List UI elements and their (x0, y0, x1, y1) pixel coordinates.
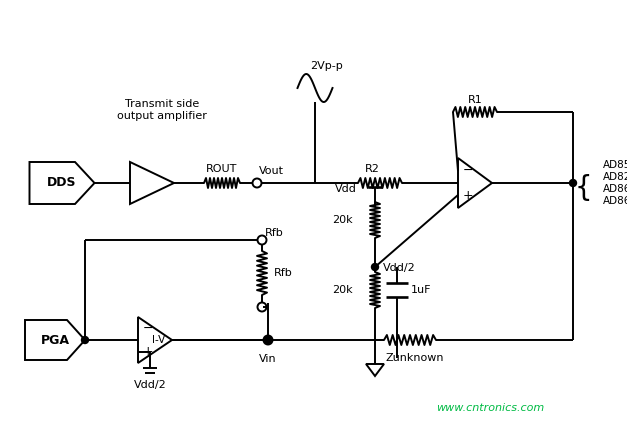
Circle shape (265, 336, 271, 344)
Text: AD8531: AD8531 (603, 160, 627, 170)
Text: 1uF: 1uF (411, 285, 431, 295)
Text: R1: R1 (468, 95, 482, 105)
Polygon shape (25, 320, 85, 360)
Text: I-V: I-V (152, 335, 166, 345)
Text: +: + (143, 345, 154, 358)
Text: AD820: AD820 (603, 172, 627, 182)
Text: Rfb: Rfb (274, 268, 293, 278)
Polygon shape (458, 158, 492, 208)
Circle shape (82, 336, 88, 344)
Polygon shape (366, 364, 384, 376)
Text: 2Vp-p: 2Vp-p (310, 61, 343, 71)
Text: +: + (463, 189, 473, 202)
Text: Vin: Vin (259, 354, 277, 364)
Polygon shape (130, 162, 174, 204)
Text: AD8641: AD8641 (603, 184, 627, 194)
Text: Vdd/2: Vdd/2 (383, 263, 416, 273)
Text: −: − (143, 322, 154, 335)
Text: {: { (574, 174, 592, 202)
Text: ROUT: ROUT (206, 164, 238, 174)
Text: R2: R2 (364, 164, 379, 174)
Circle shape (569, 179, 576, 187)
Text: 20k: 20k (332, 215, 353, 225)
Text: −: − (463, 164, 473, 177)
Text: DDS: DDS (47, 176, 76, 189)
Text: AD8627: AD8627 (603, 196, 627, 206)
Text: Transmit side
output amplifier: Transmit side output amplifier (117, 99, 207, 121)
Text: Rfb: Rfb (265, 228, 284, 238)
Text: www.cntronics.com: www.cntronics.com (436, 403, 544, 413)
Polygon shape (138, 317, 172, 363)
Text: PGA: PGA (41, 333, 70, 346)
Text: Vout: Vout (259, 166, 284, 176)
Polygon shape (29, 162, 95, 204)
Text: Vdd/2: Vdd/2 (134, 380, 166, 390)
Text: Zunknown: Zunknown (386, 353, 445, 363)
Circle shape (372, 264, 379, 271)
Text: Vdd: Vdd (335, 184, 357, 194)
Text: 20k: 20k (332, 285, 353, 295)
